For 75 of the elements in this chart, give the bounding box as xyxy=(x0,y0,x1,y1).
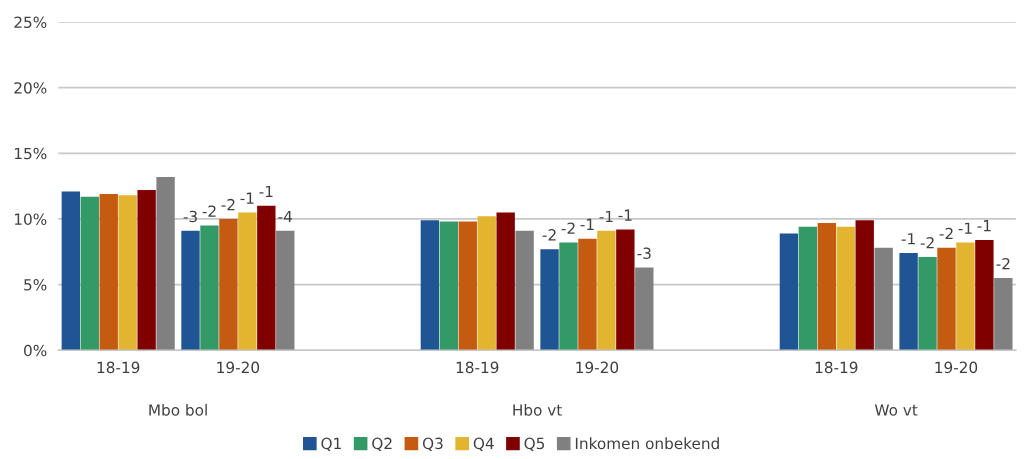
annotation: -2 xyxy=(202,205,216,217)
legend-label: Q2 xyxy=(372,437,392,451)
x-tick-label: 19-20 xyxy=(217,361,260,374)
bar xyxy=(855,220,874,351)
annotation: -4 xyxy=(278,210,293,223)
legend-label: Inkomen onbekend xyxy=(575,437,719,450)
bar xyxy=(635,267,654,351)
legend-label: Q5 xyxy=(524,437,545,451)
bar xyxy=(496,212,515,351)
bar xyxy=(578,238,597,351)
bar xyxy=(99,194,118,351)
bar xyxy=(918,257,937,351)
bar xyxy=(597,230,616,351)
bar xyxy=(238,212,257,351)
bar xyxy=(137,190,156,351)
bar xyxy=(219,218,238,351)
bar xyxy=(559,242,578,351)
text: Hbo vt xyxy=(513,403,562,416)
bar xyxy=(200,225,219,351)
y-tick-label: 15% xyxy=(14,147,47,160)
bar xyxy=(439,221,459,351)
annotation: -2 xyxy=(561,222,575,234)
bar xyxy=(836,226,855,351)
legend-label: Q3 xyxy=(422,437,443,451)
annotation: -2 xyxy=(920,236,934,249)
annotation: -1 xyxy=(599,210,613,223)
bar xyxy=(540,249,559,351)
annotation: -2 xyxy=(221,198,235,211)
annotation: -2 xyxy=(542,229,556,241)
bar xyxy=(975,239,994,351)
text: Mbo bol xyxy=(149,403,207,416)
bar xyxy=(477,216,496,351)
y-tick-label: 25% xyxy=(14,16,47,29)
annotation: -3 xyxy=(637,247,651,259)
y-tick-label: 0% xyxy=(24,344,47,357)
annotation: -1 xyxy=(958,222,972,234)
bar xyxy=(420,220,440,351)
x-tick-label: 19-20 xyxy=(935,361,978,374)
bar xyxy=(817,222,836,351)
bar xyxy=(956,242,975,351)
y-tick-label: 20% xyxy=(14,82,47,94)
legend-label: Q4 xyxy=(473,437,494,451)
bar xyxy=(798,226,818,351)
x-tick-label: 18-19 xyxy=(97,361,140,374)
annotation: -1 xyxy=(580,218,594,230)
bar xyxy=(118,195,137,351)
annotation: -1 xyxy=(259,185,273,198)
bar xyxy=(61,191,81,351)
bar xyxy=(156,176,175,351)
x-tick-label: 18-19 xyxy=(815,361,858,374)
bar xyxy=(937,247,956,351)
y-tick-label: 10% xyxy=(14,213,47,225)
bar xyxy=(257,205,276,351)
bar xyxy=(616,229,635,351)
annotation: -1 xyxy=(618,209,632,221)
annotation: -1 xyxy=(240,192,254,204)
bar xyxy=(181,230,200,351)
annotation: -1 xyxy=(977,220,991,232)
bar xyxy=(779,233,799,351)
bar xyxy=(515,230,534,351)
annotation: -2 xyxy=(939,227,953,240)
y-tick-label: 5% xyxy=(24,279,47,291)
annotation: -3 xyxy=(183,210,197,223)
x-tick-label: 19-20 xyxy=(576,361,619,374)
x-tick-label: 18-19 xyxy=(456,361,499,374)
bar xyxy=(80,196,99,351)
bar xyxy=(874,247,893,351)
annotation: -2 xyxy=(996,257,1010,270)
bar xyxy=(458,221,477,351)
text: Wo vt xyxy=(874,404,918,416)
bar xyxy=(994,278,1013,351)
annotation: -1 xyxy=(901,233,915,245)
bar xyxy=(899,253,918,351)
legend-label: Q1 xyxy=(321,437,341,451)
bar xyxy=(276,230,295,351)
